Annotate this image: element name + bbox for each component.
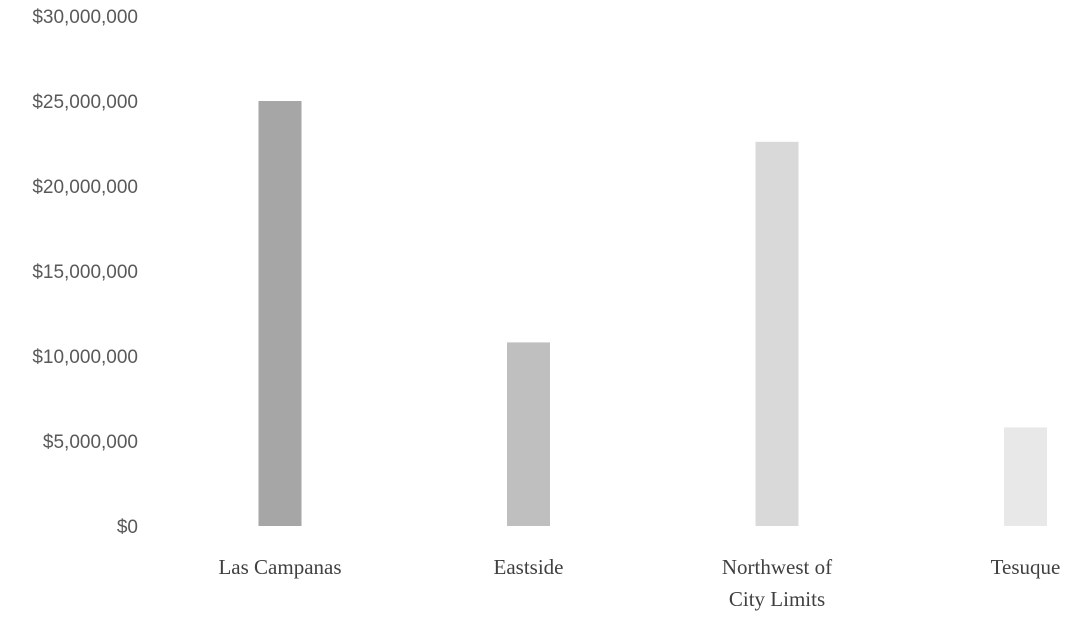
x-tick-label-line: Northwest of xyxy=(722,555,832,579)
x-axis: Las Campanas Eastside Northwest of City Lim… xyxy=(218,555,1060,611)
y-tick-label: $30,000,000 xyxy=(32,7,138,28)
x-tick-label: Eastside xyxy=(494,555,564,579)
x-tick-label-line: Tesuque xyxy=(991,555,1061,579)
y-tick-label: $20,000,000 xyxy=(32,177,138,198)
x-tick-label-line: Eastside xyxy=(494,555,564,579)
x-tick-label-line: Las Campanas xyxy=(218,555,341,579)
y-tick-label: $10,000,000 xyxy=(32,347,138,368)
x-tick-label: Tesuque xyxy=(991,555,1061,579)
bar xyxy=(1004,427,1047,526)
x-tick-label-line: City Limits xyxy=(729,587,825,611)
x-tick-label: Northwest of City Limits xyxy=(722,555,832,611)
y-tick-label: $25,000,000 xyxy=(32,92,138,113)
y-tick-label: $15,000,000 xyxy=(32,262,138,283)
y-axis: $0 $5,000,000 $10,000,000 $15,000,000 $20,00… xyxy=(32,7,138,538)
bar xyxy=(755,141,799,527)
bar xyxy=(258,101,302,526)
bars xyxy=(258,101,1047,527)
y-tick-label: $5,000,000 xyxy=(43,432,138,453)
y-tick-label: $0 xyxy=(117,517,138,538)
x-tick-label: Las Campanas xyxy=(218,555,341,579)
bar xyxy=(507,342,550,526)
